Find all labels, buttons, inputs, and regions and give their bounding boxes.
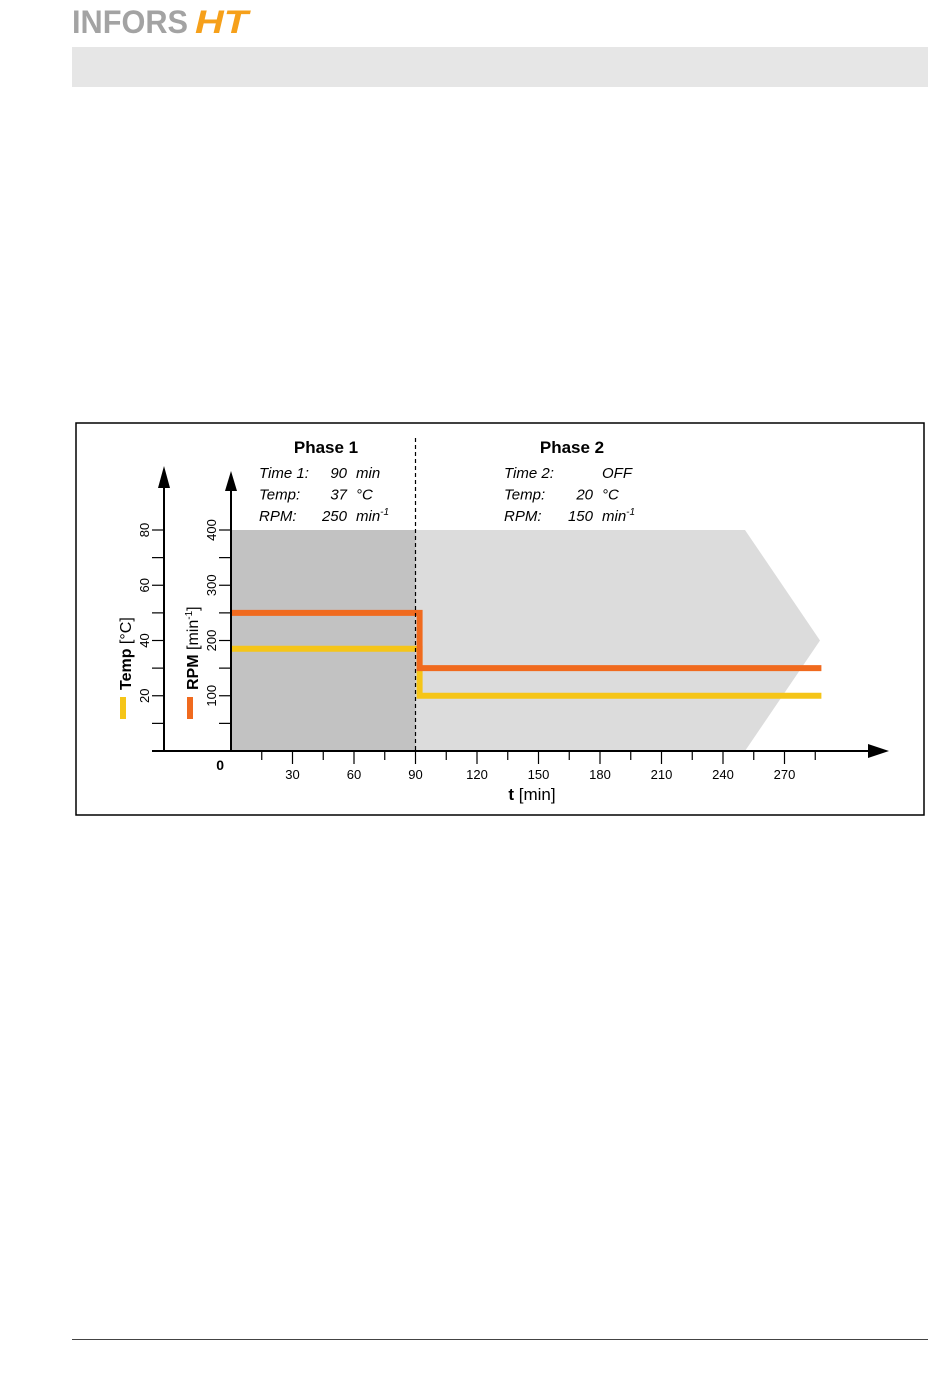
- rpm-axis-label-exponent: -1: [184, 610, 195, 619]
- phase1-param-unit: °C: [356, 487, 373, 504]
- phase1-param-unit: min: [356, 465, 380, 482]
- temp-axis-label-name: Temp: [118, 644, 135, 690]
- x-axis-label-symbol: t: [508, 785, 514, 804]
- rpm-axis-label: RPM [min-1]: [184, 606, 202, 690]
- x-tick-label: 180: [589, 767, 611, 782]
- rpm-axis-arrow: [225, 471, 237, 491]
- x-axis-label: t [min]: [508, 785, 555, 804]
- x-tick-label: 210: [651, 767, 673, 782]
- rpm-series-line: [231, 609, 822, 672]
- x-axis-arrow: [868, 744, 889, 758]
- rpm-legend-swatch: [187, 697, 193, 719]
- rpm-axis-label-close: ]: [185, 606, 202, 610]
- temp-tick-label: 80: [137, 523, 152, 537]
- x-tick-label: 120: [466, 767, 488, 782]
- phase2-param-key: RPM:: [504, 508, 542, 525]
- phase2-param-key: Temp:: [504, 487, 545, 504]
- x-tick-label: 270: [774, 767, 796, 782]
- phase2-title: Phase 2: [540, 438, 604, 457]
- temp-axis-arrow: [158, 466, 170, 488]
- phase2-param-value: 150: [568, 508, 594, 525]
- footer-rule: [72, 1339, 928, 1340]
- phase1-param-key: Time 1:: [259, 465, 309, 482]
- temp-legend-swatch: [120, 697, 126, 719]
- phase2-background-arrow: [415, 530, 820, 751]
- rpm-tick-label: 200: [204, 630, 219, 652]
- rpm-tick-label: 300: [204, 574, 219, 596]
- phase1-param-value: 90: [330, 465, 347, 482]
- temp-tick-label: 40: [137, 633, 152, 647]
- temp-axis-label-unit: [°C]: [118, 617, 135, 644]
- temp-series-line: [231, 645, 822, 699]
- x-tick-label: 150: [528, 767, 550, 782]
- phase2-param-unit-exponent: -1: [626, 507, 635, 518]
- x-tick-label: 90: [408, 767, 422, 782]
- phase2-param-unit: °C: [602, 487, 619, 504]
- rpm-tick-label: 100: [204, 685, 219, 707]
- phase1-title: Phase 1: [294, 438, 358, 457]
- x-origin-label: 0: [216, 757, 224, 773]
- header-bar: [72, 47, 928, 87]
- x-tick-label: 60: [347, 767, 361, 782]
- temp-tick-label: 20: [137, 689, 152, 703]
- phase2-param-key: Time 2:: [504, 465, 554, 482]
- logo-mark: HT: [195, 4, 251, 38]
- rpm-axis-label-name: RPM: [185, 650, 202, 690]
- x-tick-label: 240: [712, 767, 734, 782]
- phase2-param-value: 20: [575, 487, 593, 504]
- phase1-param-value: 250: [321, 508, 348, 525]
- phase1-background: [231, 530, 416, 751]
- x-axis-label-unit: [min]: [514, 785, 556, 804]
- phase1-param-key: RPM:: [259, 508, 297, 525]
- logo-wordmark: INFORS: [72, 4, 188, 38]
- rpm-tick-label: 400: [204, 519, 219, 541]
- phase1-param-key: Temp:: [259, 487, 300, 504]
- phase1-param-unit-exponent: -1: [380, 507, 389, 518]
- phase1-param-value: 37: [330, 487, 347, 504]
- temp-tick-label: 60: [137, 578, 152, 592]
- rpm-axis-label-unit: [min: [185, 620, 202, 650]
- phase2-param-value: OFF: [602, 465, 633, 482]
- infors-ht-logo: INFORS HT: [72, 4, 251, 38]
- x-tick-label: 30: [285, 767, 299, 782]
- temp-axis-label: Temp [°C]: [118, 617, 135, 690]
